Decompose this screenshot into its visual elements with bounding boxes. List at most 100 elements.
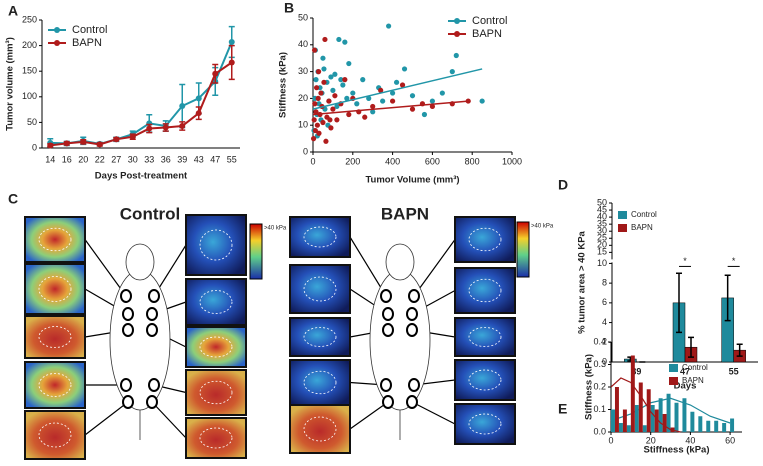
- tumor-outline: [468, 227, 502, 252]
- connector: [84, 239, 127, 297]
- tumor-site: [408, 378, 420, 392]
- connector: [349, 401, 389, 430]
- point: [312, 127, 318, 134]
- x-tick-label: 0: [608, 435, 613, 445]
- ultrasound-image: [454, 317, 516, 357]
- point: [195, 110, 202, 117]
- x-tick-label: 47: [680, 366, 690, 376]
- bar: [638, 382, 643, 432]
- point: [228, 59, 235, 66]
- tumor-site: [146, 395, 158, 409]
- x-axis-title: Days: [674, 381, 697, 392]
- panel-label: D: [558, 177, 568, 193]
- bar: [722, 423, 727, 432]
- legend-label: Control: [631, 210, 657, 219]
- x-tick-label: 39: [177, 154, 187, 164]
- tumor-outline: [38, 373, 72, 397]
- legend-swatch: [669, 377, 678, 385]
- ultrasound-image: [24, 315, 86, 359]
- bar: [614, 387, 619, 432]
- ultrasound-image: [185, 278, 247, 326]
- x-axis-title: Stiffness (kPa): [644, 445, 710, 456]
- color-scale: [249, 223, 263, 280]
- connector: [349, 236, 387, 297]
- tumor-outline: [303, 370, 337, 395]
- bar: [730, 418, 735, 432]
- point: [399, 82, 406, 88]
- x-tick-label: 55: [729, 366, 739, 376]
- point: [346, 60, 352, 67]
- point: [310, 136, 317, 142]
- point: [370, 109, 376, 115]
- x-tick-label: 600: [425, 156, 440, 166]
- y-tick-label: 0.4: [593, 336, 606, 346]
- point: [421, 111, 428, 118]
- series-line: [50, 61, 233, 147]
- tumor-site: [408, 289, 420, 303]
- point: [449, 69, 455, 75]
- point: [312, 101, 318, 107]
- x-tick-label: 16: [62, 154, 72, 164]
- point: [342, 77, 348, 83]
- legend-swatch: [669, 364, 678, 372]
- point: [96, 141, 103, 148]
- ultrasound-image: [24, 361, 86, 409]
- point: [370, 103, 376, 110]
- error-bar: [724, 274, 731, 322]
- ultrasound-image: [454, 403, 516, 445]
- series-line: [50, 41, 233, 145]
- y-tick-label: 40: [597, 211, 607, 221]
- y-tick-label: 10: [597, 258, 607, 268]
- connector: [413, 239, 456, 297]
- y-axis-title: % tumor area > 40 KPa: [577, 230, 588, 333]
- point: [401, 66, 408, 72]
- point: [315, 95, 321, 101]
- point: [429, 103, 435, 110]
- point: [146, 125, 153, 132]
- y-tick-label: 30: [298, 66, 308, 76]
- tumor-outline: [38, 326, 72, 348]
- x-tick-label: 39: [631, 366, 641, 376]
- bar: [622, 409, 627, 432]
- point: [390, 90, 396, 96]
- point: [195, 95, 202, 102]
- x-tick-label: 43: [194, 154, 204, 164]
- ultrasound-image: [454, 216, 516, 263]
- point: [330, 106, 336, 112]
- mouse-head: [125, 243, 155, 281]
- x-tick-label: 40: [685, 435, 695, 445]
- y-tick-label: 2: [602, 337, 607, 347]
- color-scale: [516, 221, 530, 278]
- tumor-site: [380, 378, 392, 392]
- ultrasound-panel: [24, 214, 516, 460]
- tumor-site: [382, 395, 394, 409]
- tumor-outline: [199, 336, 233, 358]
- y-tick-label: 20: [597, 240, 607, 250]
- bar: [618, 423, 623, 432]
- point: [334, 117, 340, 123]
- fit-line: [312, 100, 469, 116]
- point: [311, 117, 317, 123]
- tumor-site: [380, 289, 392, 303]
- point: [162, 124, 169, 131]
- bar: [642, 425, 647, 432]
- tumor-outline: [303, 327, 337, 347]
- y-tick-label: 100: [22, 91, 37, 101]
- tumor-outline: [38, 227, 72, 252]
- bar: [630, 355, 635, 432]
- point: [409, 93, 416, 99]
- ultrasound-image: [185, 326, 247, 368]
- panel-label: A: [8, 3, 18, 19]
- legend-label: BAPN: [682, 376, 704, 385]
- x-axis-title: Tumor Volume (mm³): [365, 175, 459, 186]
- point: [314, 122, 320, 128]
- y-tick-label: 0.2: [593, 381, 606, 391]
- bar: [682, 398, 687, 432]
- point: [326, 98, 332, 104]
- legend-marker: [454, 18, 460, 24]
- y-tick-label: 25: [597, 233, 607, 243]
- bar: [698, 416, 703, 432]
- point: [409, 106, 416, 112]
- bar: [626, 425, 631, 432]
- legend-label: Control: [72, 24, 107, 36]
